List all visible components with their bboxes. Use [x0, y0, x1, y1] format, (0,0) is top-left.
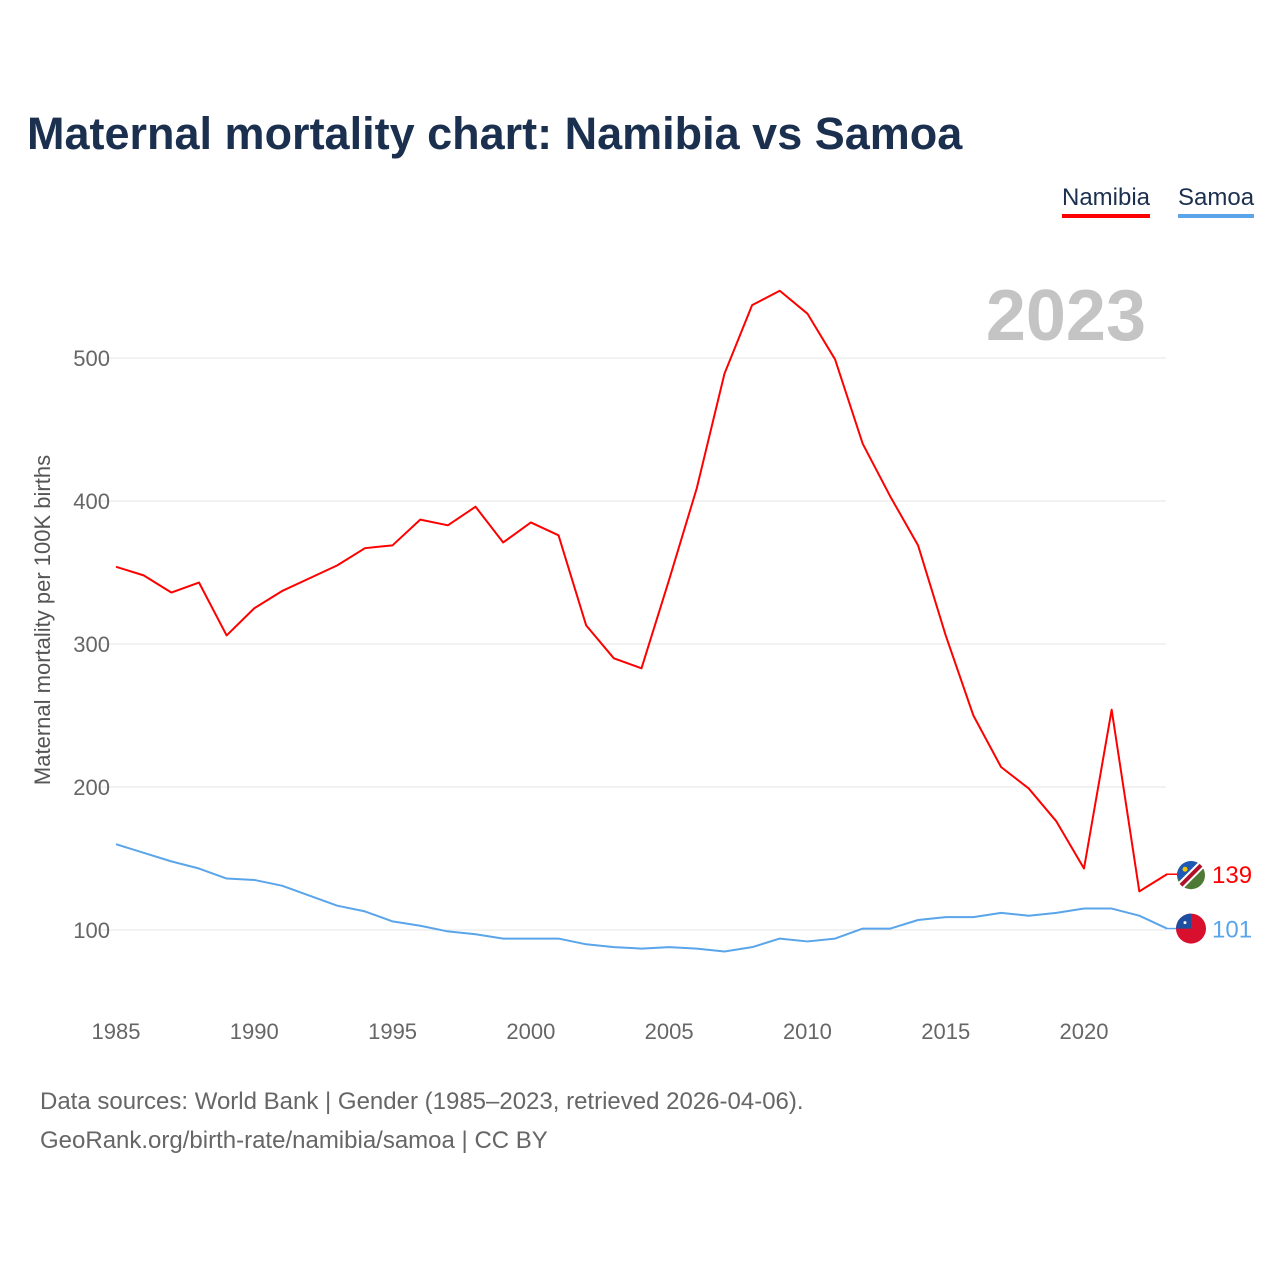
- end-value-label-samoa: 101: [1212, 917, 1252, 944]
- y-tick-label: 100: [73, 918, 110, 943]
- year-label: 2023: [986, 276, 1146, 356]
- x-tick-label: 2010: [783, 1019, 832, 1044]
- source-note: Data sources: World Bank | Gender (1985–…: [40, 1088, 804, 1115]
- x-tick-label: 2005: [645, 1019, 694, 1044]
- flag-part: [1176, 913, 1191, 929]
- end-value-label-namibia: 139: [1212, 862, 1252, 889]
- series-line-namibia: [115, 289, 1168, 893]
- source-url: GeoRank.org/birth-rate/namibia/samoa | C…: [40, 1127, 548, 1154]
- y-tick-label: 500: [73, 346, 110, 371]
- x-tick-label: 2015: [921, 1019, 970, 1044]
- series-line-samoa: [115, 843, 1168, 953]
- y-axis-label: Maternal mortality per 100K births: [30, 455, 55, 785]
- flag-sun: [1182, 866, 1188, 872]
- x-tick-label: 1995: [368, 1019, 417, 1044]
- y-tick-label: 200: [73, 775, 110, 800]
- legend-namibia[interactable]: Namibia: [1062, 184, 1151, 218]
- flag-star: [1183, 921, 1187, 925]
- y-tick-label: 300: [73, 632, 110, 657]
- legend-samoa[interactable]: Samoa: [1178, 184, 1255, 218]
- x-tick-label: 2020: [1060, 1019, 1109, 1044]
- x-tick-label: 1985: [92, 1019, 141, 1044]
- x-tick-label: 2000: [506, 1019, 555, 1044]
- y-tick-label: 400: [73, 489, 110, 514]
- chart-title: Maternal mortality chart: Namibia vs Sam…: [27, 108, 963, 159]
- x-tick-label: 1990: [230, 1019, 279, 1044]
- flag-part: [1179, 863, 1203, 887]
